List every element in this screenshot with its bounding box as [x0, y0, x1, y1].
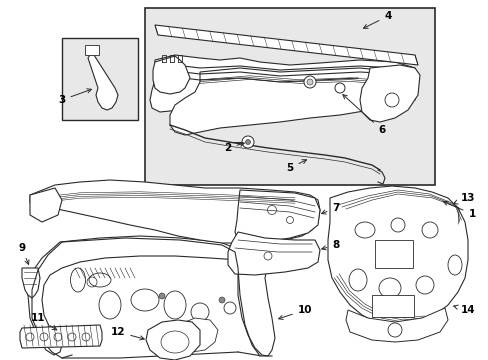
- Text: 3: 3: [58, 89, 91, 105]
- Bar: [145, 8, 434, 185]
- Polygon shape: [174, 318, 218, 352]
- Polygon shape: [359, 65, 419, 122]
- Text: 7: 7: [321, 203, 339, 214]
- Circle shape: [242, 136, 253, 148]
- Polygon shape: [327, 186, 467, 326]
- Polygon shape: [20, 325, 102, 348]
- Text: 12: 12: [110, 327, 144, 340]
- Circle shape: [306, 79, 312, 85]
- Polygon shape: [30, 180, 319, 243]
- Text: 2: 2: [224, 142, 244, 153]
- Circle shape: [159, 293, 164, 299]
- Bar: [85, 45, 99, 55]
- Text: 13: 13: [453, 193, 474, 204]
- Text: 10: 10: [278, 305, 312, 319]
- Text: 9: 9: [19, 243, 29, 264]
- Text: 1: 1: [443, 201, 475, 219]
- Text: 6: 6: [342, 95, 385, 135]
- Circle shape: [334, 83, 345, 93]
- Polygon shape: [150, 55, 417, 112]
- Text: 4: 4: [363, 11, 391, 28]
- Polygon shape: [146, 320, 200, 360]
- Polygon shape: [227, 232, 319, 275]
- Polygon shape: [28, 236, 274, 356]
- Text: 11: 11: [31, 313, 57, 330]
- Polygon shape: [153, 56, 190, 94]
- Text: 8: 8: [321, 240, 339, 250]
- Polygon shape: [88, 55, 118, 110]
- Text: 14: 14: [453, 305, 474, 315]
- Polygon shape: [30, 188, 62, 222]
- Polygon shape: [346, 308, 447, 342]
- Bar: [374, 240, 412, 268]
- Text: 5: 5: [286, 160, 306, 173]
- Polygon shape: [235, 190, 319, 243]
- Polygon shape: [170, 68, 414, 135]
- Circle shape: [304, 76, 315, 88]
- Circle shape: [219, 297, 224, 303]
- Polygon shape: [155, 25, 417, 65]
- Polygon shape: [22, 268, 40, 298]
- Bar: [62, 38, 138, 120]
- Circle shape: [245, 139, 250, 144]
- Bar: [371, 295, 413, 317]
